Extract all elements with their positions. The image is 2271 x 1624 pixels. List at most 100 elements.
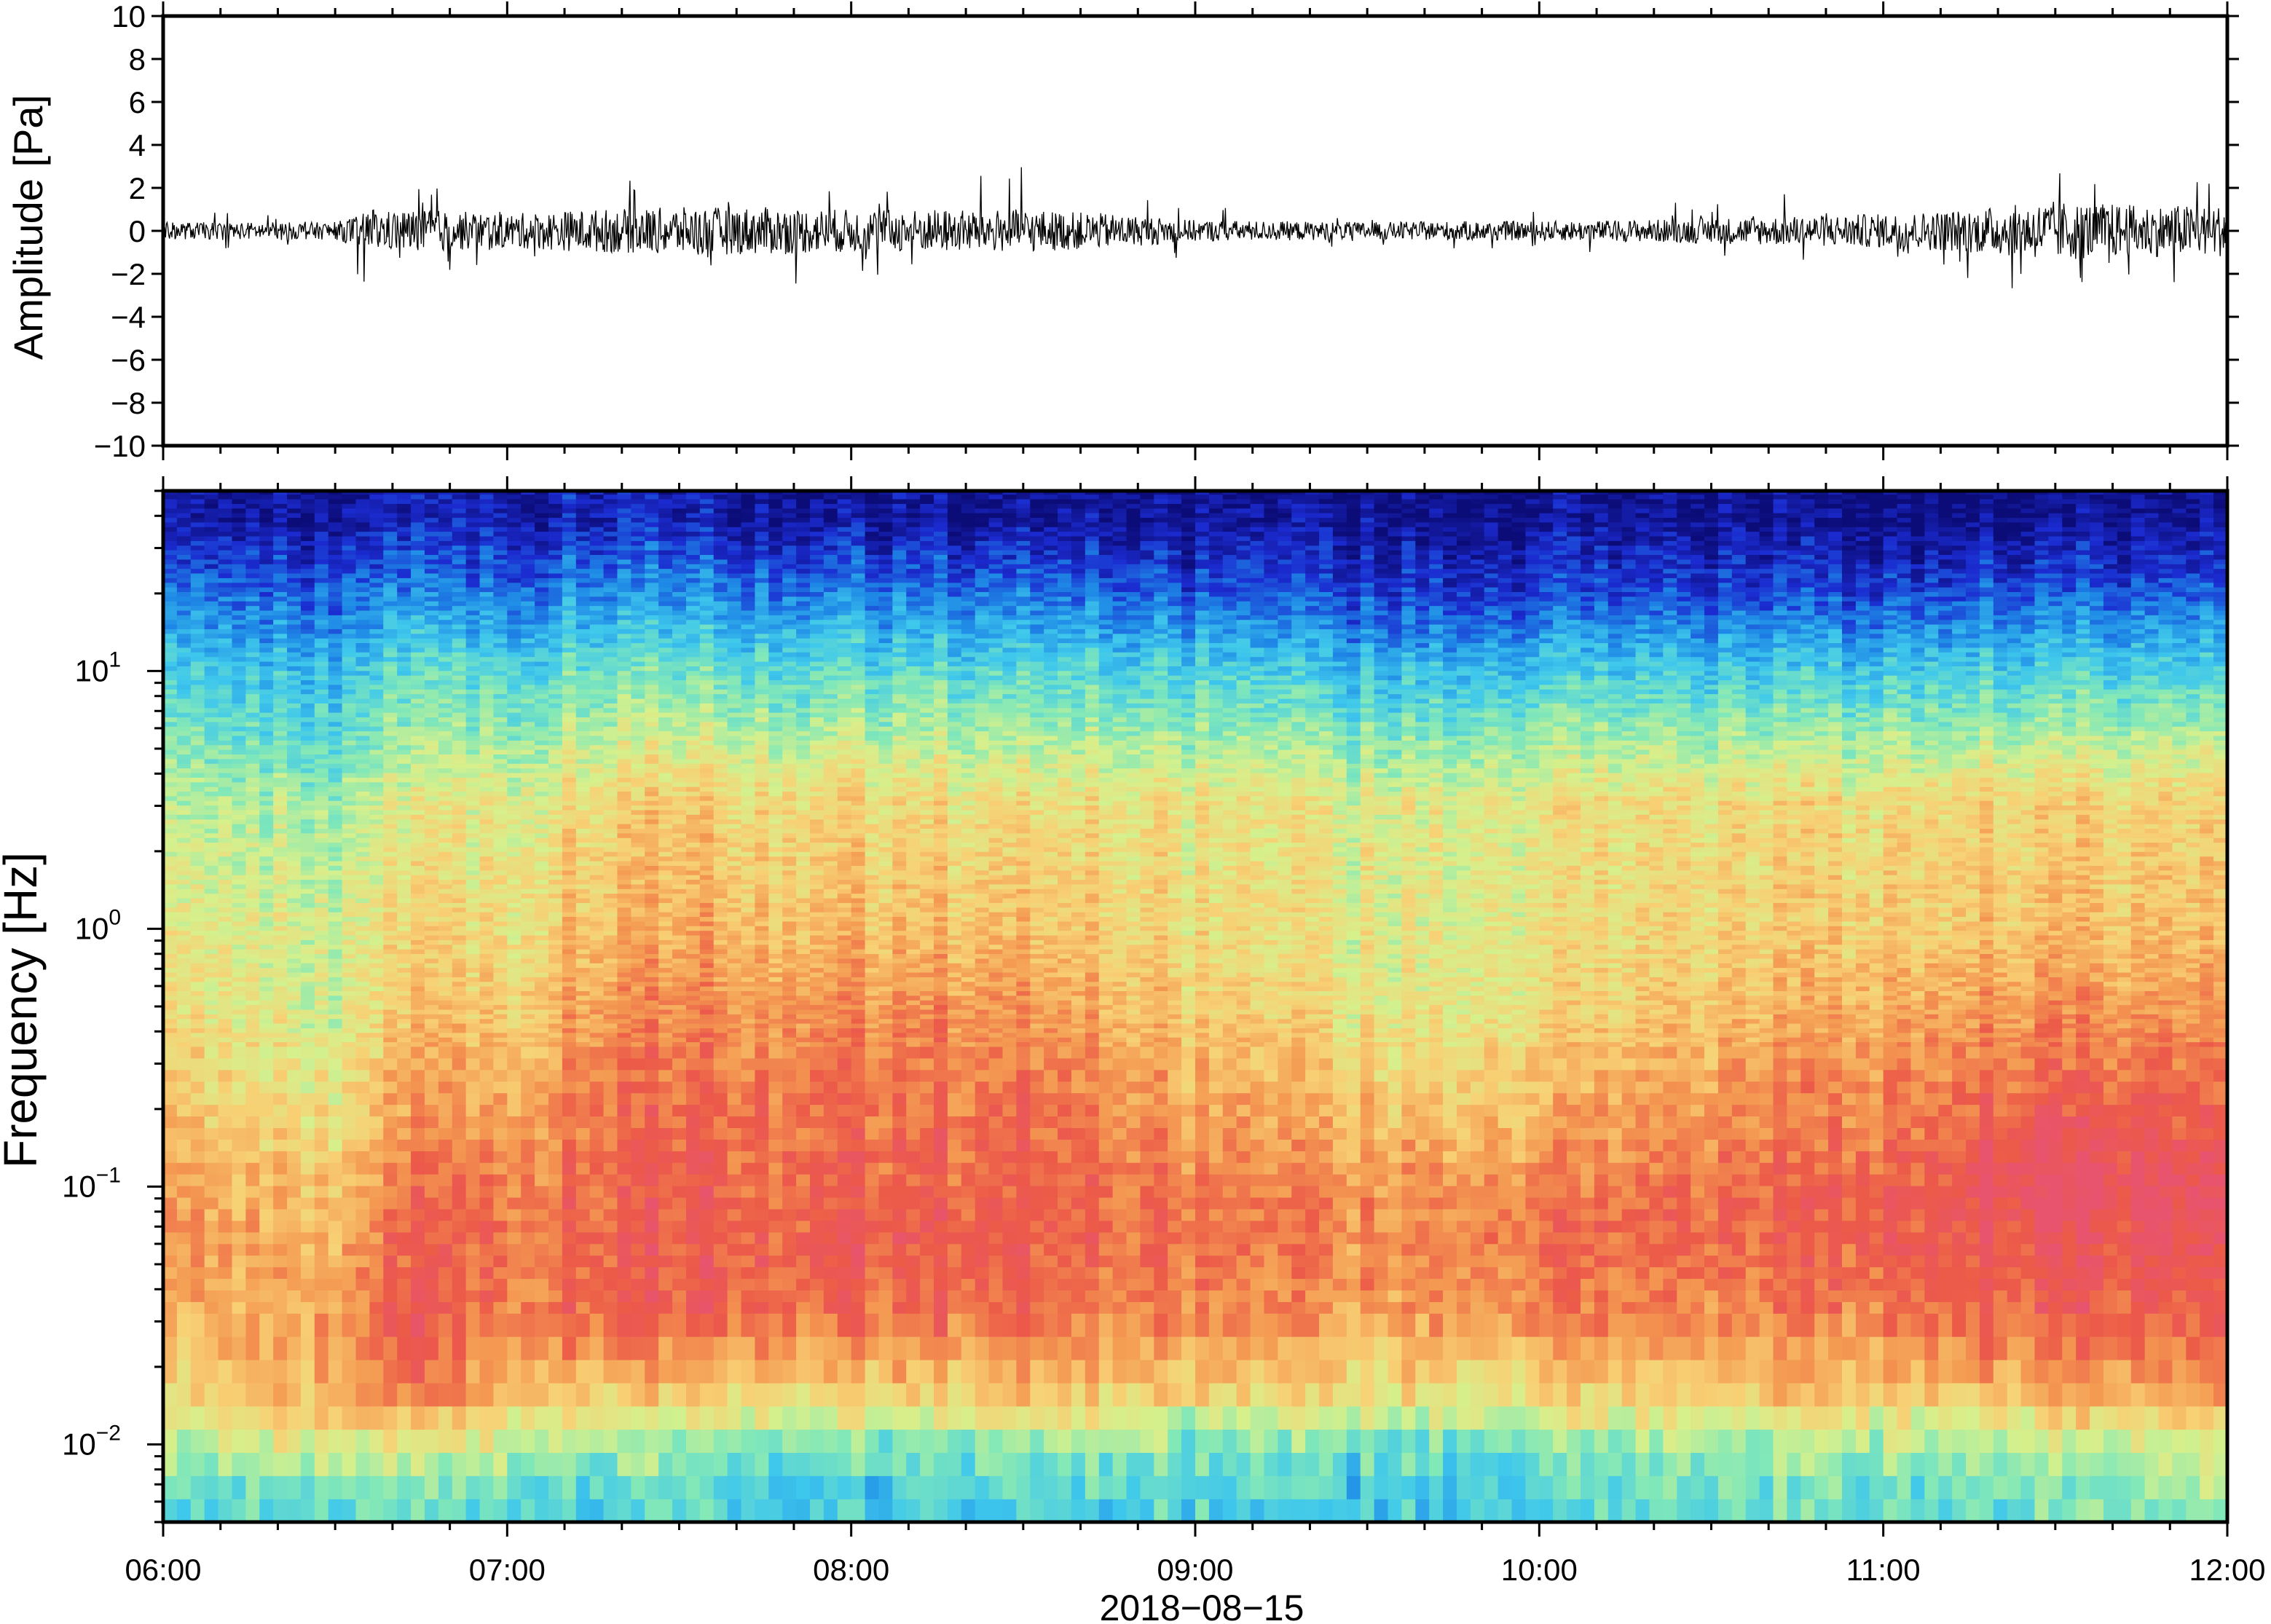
spectrogram-cell xyxy=(507,685,521,690)
spectrogram-cell xyxy=(191,963,205,968)
spectrogram-cell xyxy=(259,773,273,778)
spectrogram-cell xyxy=(301,1256,315,1268)
spectrogram-cell xyxy=(535,564,548,569)
spectrogram-cell xyxy=(383,499,397,504)
spectrogram-cell xyxy=(273,499,287,504)
spectrogram-cell xyxy=(342,759,356,764)
spectrogram-cell xyxy=(438,1290,452,1302)
spectrogram-cell xyxy=(356,591,370,596)
spectrogram-cell xyxy=(301,712,315,717)
spectrogram-cell xyxy=(191,1336,205,1360)
spectrogram-cell xyxy=(466,888,480,894)
spectrogram-cell xyxy=(576,517,590,522)
spectrogram-cell xyxy=(356,717,370,722)
spectrogram-cell xyxy=(493,615,507,620)
spectrogram-cell xyxy=(438,843,452,848)
spectrogram-cell xyxy=(535,847,548,852)
spectrogram-cell xyxy=(425,1267,438,1280)
spectrogram-cell xyxy=(273,1313,287,1336)
spectrogram-cell xyxy=(177,833,191,838)
spectrogram-cell xyxy=(205,898,219,903)
spectrogram-cell xyxy=(590,536,604,541)
spectrogram-cell xyxy=(562,1046,576,1059)
spectrogram-cell xyxy=(259,856,273,862)
spectrogram-cell xyxy=(273,573,287,578)
spectrogram-cell xyxy=(356,726,370,731)
spectrogram-cell xyxy=(342,921,356,926)
spectrogram-cell xyxy=(466,494,480,500)
spectrogram-cell xyxy=(425,1042,438,1047)
spectrogram-cell xyxy=(507,606,521,611)
spectrogram-cell xyxy=(535,689,548,694)
spectrogram-cell xyxy=(301,884,315,889)
spectrogram-cell xyxy=(369,754,383,759)
spectrogram-cell xyxy=(232,731,245,736)
spectrogram-cell xyxy=(177,532,191,537)
spectrogram-cell xyxy=(369,564,383,569)
spectrogram-cell xyxy=(590,1005,604,1010)
spectrogram-cell xyxy=(356,824,370,829)
spectrogram-cell xyxy=(425,805,438,811)
spectrogram-cell xyxy=(507,819,521,824)
spectrogram-cell xyxy=(480,1127,494,1140)
spectrogram-cell xyxy=(369,628,383,634)
spectrogram-cell xyxy=(480,736,494,741)
spectrogram-cell xyxy=(328,977,342,982)
spectrogram-cell xyxy=(466,884,480,889)
spectrogram-cell xyxy=(562,1186,576,1198)
spectrogram-cell xyxy=(438,824,452,829)
spectrogram-cell xyxy=(507,1023,521,1028)
spectrogram-cell xyxy=(163,1046,177,1059)
spectrogram-cell xyxy=(177,736,191,741)
spectrogram-cell xyxy=(342,898,356,903)
spectrogram-cell xyxy=(301,624,315,629)
spectrogram-cell xyxy=(356,963,370,968)
spectrogram-cell xyxy=(369,527,383,532)
spectrogram-cell xyxy=(287,977,301,982)
spectrogram-cell xyxy=(480,777,494,782)
spectrogram-cell xyxy=(205,671,219,676)
spectrogram-cell xyxy=(493,494,507,500)
spectrogram-cell xyxy=(493,573,507,578)
spectrogram-cell xyxy=(480,847,494,852)
amplitude-tick-label: 4 xyxy=(129,128,146,162)
spectrogram-cell xyxy=(219,601,232,606)
spectrogram-cell xyxy=(411,1278,425,1290)
spectrogram-cell xyxy=(287,843,301,848)
spectrogram-cell xyxy=(177,1000,191,1005)
spectrogram-cell xyxy=(576,1336,590,1360)
spectrogram-cell xyxy=(259,912,273,917)
spectrogram-cell xyxy=(328,652,342,657)
spectrogram-cell xyxy=(438,712,452,717)
spectrogram-cell xyxy=(576,1452,590,1475)
spectrogram-cell xyxy=(177,675,191,680)
spectrogram-cell xyxy=(466,517,480,522)
spectrogram-cell xyxy=(163,731,177,736)
spectrogram-cell xyxy=(356,810,370,815)
spectrogram-cell xyxy=(163,583,177,588)
spectrogram-cell xyxy=(273,870,287,875)
spectrogram-cell xyxy=(205,1301,219,1314)
spectrogram-cell xyxy=(328,949,342,954)
spectrogram-cell xyxy=(163,717,177,722)
spectrogram-cell xyxy=(369,1081,383,1094)
spectrogram-cell xyxy=(315,624,328,629)
spectrogram-cell xyxy=(425,837,438,843)
spectrogram-cell xyxy=(425,749,438,754)
spectrogram-cell xyxy=(438,606,452,611)
spectrogram-cell xyxy=(273,996,287,1001)
spectrogram-cell xyxy=(328,898,342,903)
spectrogram-cell xyxy=(562,1244,576,1256)
spectrogram-cell xyxy=(576,712,590,717)
spectrogram-cell xyxy=(535,508,548,513)
spectrogram-cell xyxy=(411,814,425,819)
amplitude-tick-label: −8 xyxy=(111,386,146,420)
spectrogram-cell xyxy=(425,1070,438,1082)
spectrogram-cell xyxy=(590,503,604,508)
spectrogram-cell xyxy=(521,1023,535,1028)
spectrogram-cell xyxy=(604,1430,618,1453)
spectrogram-cell xyxy=(342,763,356,768)
spectrogram-cell xyxy=(535,698,548,703)
spectrogram-cell xyxy=(177,977,191,982)
spectrogram-cell xyxy=(232,708,245,713)
